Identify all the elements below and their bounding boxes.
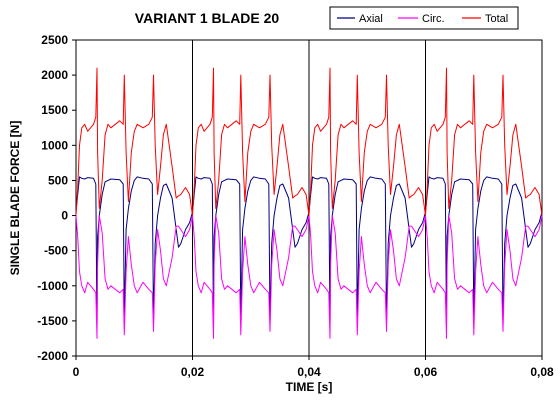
y-axis: -2000 -1500 -1000 -500 0 500 1000 1500 2000 2500: [37, 33, 76, 363]
y-tick-label: 1000: [41, 138, 68, 152]
chart-title: VARIANT 1 BLADE 20: [135, 10, 280, 26]
series-line-total: [75, 67, 543, 217]
legend: Axial Circ. Total: [329, 6, 519, 30]
y-tick-label: 2500: [41, 33, 68, 47]
legend-label-axial: Axial: [359, 13, 383, 25]
y-tick-label: 2000: [41, 68, 68, 82]
x-tick-label: 0,06: [414, 365, 438, 379]
y-axis-label: SINGLE BLADE FORCE [N]: [8, 121, 22, 276]
y-tick-label: 1500: [41, 103, 68, 117]
y-tick-label: -1000: [37, 279, 68, 293]
legend-label-circ: Circ.: [422, 13, 445, 25]
y-tick-label: -500: [44, 244, 68, 258]
x-axis: 0 0,02 0,04 0,06 0,08: [73, 356, 554, 379]
x-tick-label: 0,02: [181, 365, 205, 379]
y-tick-label: -2000: [37, 349, 68, 363]
x-tick-label: 0,08: [530, 365, 554, 379]
y-tick-label: 500: [48, 173, 68, 187]
x-tick-label: 0,04: [297, 365, 321, 379]
x-tick-label: 0: [73, 365, 80, 379]
series-layer: [75, 67, 543, 339]
x-axis-label: TIME [s]: [286, 380, 333, 394]
y-tick-label: -1500: [37, 314, 68, 328]
legend-box: [329, 6, 519, 30]
y-tick-label: 0: [61, 209, 68, 223]
grid-lines: [192, 40, 426, 356]
legend-label-total: Total: [485, 13, 508, 25]
